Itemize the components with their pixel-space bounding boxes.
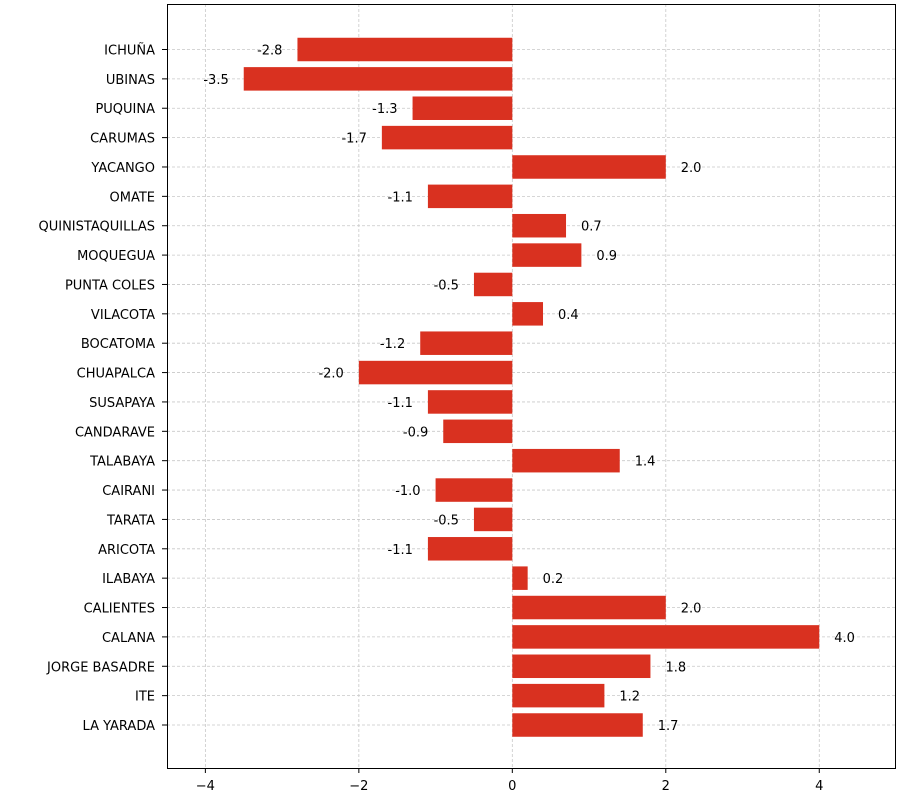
- y-tick-label: CALIENTES: [84, 602, 155, 617]
- data-label: -1.1: [388, 543, 413, 558]
- data-label: -3.5: [203, 73, 228, 88]
- y-tick-label: YACANGO: [90, 161, 155, 176]
- data-label: -1.1: [388, 396, 413, 411]
- data-label: -1.3: [372, 102, 397, 117]
- y-axis-ticks: ICHUÑA UBINAS PUQUINA CARUMAS YACANGO OMATE QU…: [39, 43, 167, 734]
- y-tick-label: OMATE: [110, 190, 156, 205]
- y-tick-label: ITE: [135, 690, 155, 705]
- bar: [243, 67, 513, 91]
- y-tick-label: QUINISTAQUILLAS: [39, 220, 156, 235]
- bar: [427, 184, 513, 209]
- bar: [427, 390, 513, 414]
- x-tick-label: −4: [196, 779, 215, 794]
- data-label: 0.2: [543, 572, 564, 587]
- bar: [512, 625, 820, 649]
- bar: [473, 272, 513, 297]
- bar: [420, 331, 513, 355]
- data-label: 1.2: [619, 690, 640, 705]
- bar: [512, 243, 582, 267]
- bar: [381, 125, 513, 150]
- data-label: -0.5: [434, 278, 459, 293]
- bar: [427, 537, 513, 561]
- bar: [412, 96, 513, 120]
- bar: [512, 155, 666, 179]
- data-label: -1.1: [388, 190, 413, 205]
- data-label: -2.0: [318, 367, 343, 382]
- bar: [512, 654, 651, 679]
- bar: [512, 448, 620, 473]
- bar: [512, 302, 544, 326]
- bar: [473, 507, 513, 532]
- bar: [297, 37, 513, 62]
- data-label: 0.4: [558, 308, 579, 323]
- bar: [358, 360, 513, 385]
- bars: [243, 37, 820, 737]
- x-tick-label: 2: [662, 779, 670, 794]
- data-label: -0.5: [434, 513, 459, 528]
- bar: [512, 566, 528, 590]
- data-label: 0.9: [596, 249, 617, 264]
- y-tick-label: LA YARADA: [83, 719, 156, 734]
- x-axis-ticks: −4 −2 0 2 4: [196, 768, 823, 794]
- data-labels: -2.8 -3.5 -1.3 -1.7 2.0 -1.1 0.7 0.9 -0.5 0.4 -1.2…: [203, 44, 855, 735]
- grid-lines: [167, 4, 896, 768]
- y-tick-label: CANDARAVE: [75, 425, 155, 440]
- bar: [512, 595, 666, 620]
- x-tick-label: 0: [508, 779, 516, 794]
- x-tick-label: −2: [349, 779, 368, 794]
- y-tick-label: CHUAPALCA: [77, 367, 155, 382]
- data-label: 1.4: [635, 455, 656, 470]
- y-tick-label: CALANA: [102, 631, 155, 646]
- y-tick-label: MOQUEGUA: [77, 249, 155, 264]
- y-tick-label: CAIRANI: [102, 484, 155, 499]
- data-label: 0.7: [581, 220, 602, 235]
- y-tick-label: VILACOTA: [91, 308, 155, 323]
- y-tick-label: ICHUÑA: [104, 43, 155, 59]
- bar: [435, 478, 513, 502]
- data-label: -1.7: [341, 132, 366, 147]
- y-tick-label: CARUMAS: [90, 132, 155, 147]
- y-tick-label: SUSAPAYA: [89, 396, 155, 411]
- y-tick-label: PUNTA COLES: [65, 278, 155, 293]
- data-label: -1.2: [380, 337, 405, 352]
- y-tick-label: TALABAYA: [89, 455, 155, 470]
- data-label: 4.0: [834, 631, 855, 646]
- y-tick-label: ILABAYA: [102, 572, 155, 587]
- plot-frame: [167, 4, 896, 769]
- y-tick-label: PUQUINA: [95, 102, 155, 117]
- y-tick-label: ARICOTA: [98, 543, 155, 558]
- data-label: -0.9: [403, 425, 428, 440]
- y-tick-label: UBINAS: [106, 73, 155, 88]
- data-label: 2.0: [681, 602, 702, 617]
- bar: [512, 683, 605, 708]
- y-tick-label: BOCATOMA: [81, 337, 155, 352]
- data-label: 1.8: [665, 660, 686, 675]
- x-tick-label: 4: [815, 779, 823, 794]
- bar: [512, 713, 643, 737]
- data-label: 1.7: [658, 719, 679, 734]
- data-label: -1.0: [395, 484, 420, 499]
- y-tick-label: JORGE BASADRE: [46, 660, 155, 675]
- data-label: 2.0: [681, 161, 702, 176]
- bar: [443, 419, 513, 444]
- bar: [512, 213, 567, 238]
- data-label: -2.8: [257, 44, 282, 59]
- y-tick-label: TARATA: [106, 513, 155, 528]
